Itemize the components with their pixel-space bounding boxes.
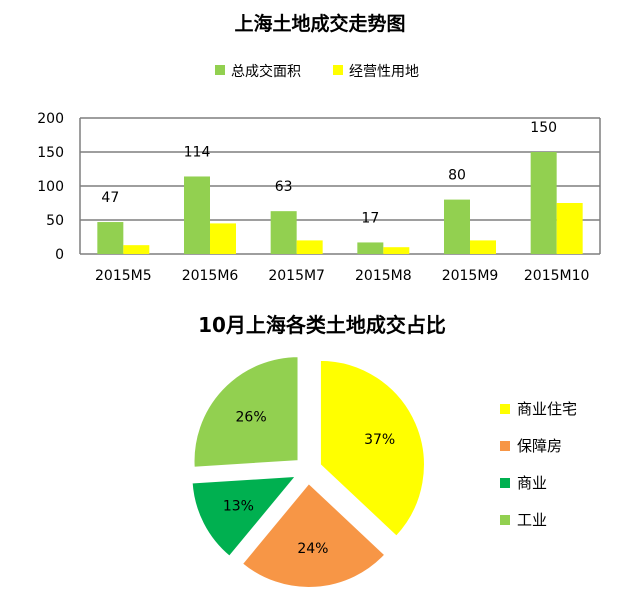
legend-swatch-1: [333, 65, 343, 75]
bar-0-2015M5: [97, 222, 124, 254]
x-tick-label-2015M8: 2015M8: [355, 268, 412, 284]
bar-chart-y-axis: 0 50 100 150 200: [37, 111, 64, 263]
pie-legend-swatch-0: [500, 404, 510, 414]
pie-value-label-3: 26%: [236, 410, 267, 426]
x-tick-label-2015M10: 2015M10: [524, 268, 590, 284]
bar-chart-gridlines: [79, 117, 601, 255]
bar-0-2015M9: [444, 199, 470, 254]
pie-value-label-0: 37%: [364, 432, 395, 448]
pie-legend-label-2: 商业: [517, 474, 547, 492]
x-tick-label-2015M5: 2015M5: [95, 268, 152, 284]
y-tick-label-4: 200: [37, 111, 64, 127]
bar-1-2015M6: [210, 223, 236, 254]
bar-chart-title: 上海土地成交走势图: [234, 12, 405, 35]
data-label-2015M9: 80: [448, 168, 466, 184]
bar-1-2015M8: [383, 247, 410, 254]
bar-chart-legend: 总成交面积 经营性用地: [215, 63, 419, 80]
data-label-2015M6: 114: [184, 144, 211, 160]
y-tick-label-1: 50: [46, 213, 64, 229]
bar-0-2015M8: [357, 242, 384, 254]
bar-1-2015M10: [556, 203, 583, 254]
pie-chart-slices: 37% 24% 13% 26%: [190, 355, 426, 589]
bar-0-2015M6: [184, 176, 210, 254]
bar-1-2015M5: [123, 245, 150, 254]
bar-1-2015M9: [470, 240, 496, 254]
y-tick-label-3: 150: [37, 145, 64, 161]
pie-legend-label-0: 商业住宅: [517, 400, 577, 418]
pie-slice-2: [190, 474, 299, 559]
x-tick-label-2015M9: 2015M9: [442, 268, 499, 284]
pie-legend-label-3: 工业: [517, 511, 547, 529]
bar-0-2015M7: [270, 211, 297, 254]
data-label-2015M7: 63: [275, 179, 293, 195]
bar-chart-x-axis: 2015M5 2015M6 2015M7 2015M8 2015M9 2015M10: [95, 268, 589, 284]
pie-slice-0: [318, 358, 426, 539]
bar-0-2015M10: [530, 152, 557, 254]
legend-swatch-0: [215, 65, 225, 75]
pie-chart-title: 10月上海各类土地成交占比: [198, 313, 446, 337]
pie-slice-3: [192, 355, 300, 469]
x-tick-label-2015M7: 2015M7: [268, 268, 325, 284]
y-tick-label-2: 100: [37, 179, 64, 195]
pie-value-label-1: 24%: [297, 541, 328, 557]
y-tick-label-0: 0: [55, 247, 64, 263]
legend-label-0: 总成交面积: [231, 63, 301, 80]
pie-legend-swatch-1: [500, 441, 510, 451]
data-label-2015M5: 47: [101, 190, 119, 206]
land-trend-bar-chart: 上海土地成交走势图 总成交面积 经营性用地 0 50 100 150 200 47 114 6…: [37, 12, 601, 284]
bar-chart-bars: 47 114 63 17 80 150: [97, 120, 583, 254]
pie-legend-label-1: 保障房: [517, 437, 562, 455]
pie-legend-swatch-2: [500, 478, 510, 488]
x-tick-label-2015M6: 2015M6: [182, 268, 239, 284]
bar-1-2015M7: [296, 240, 323, 254]
pie-value-label-2: 13%: [223, 498, 254, 514]
pie-legend-swatch-3: [500, 515, 510, 525]
pie-slice-1: [240, 481, 387, 589]
data-label-2015M10: 150: [530, 120, 557, 136]
legend-label-1: 经营性用地: [349, 64, 419, 80]
data-label-2015M8: 17: [361, 210, 379, 226]
